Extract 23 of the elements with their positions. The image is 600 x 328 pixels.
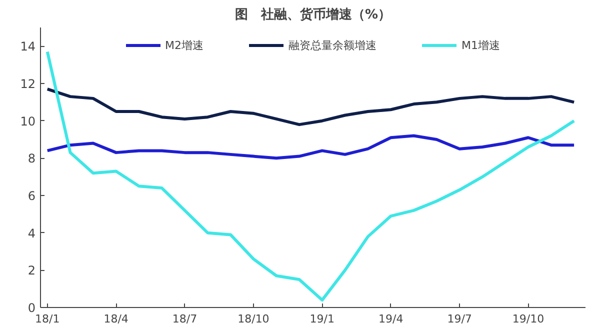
y-tick-label: 8 [28, 152, 36, 166]
y-tick-label: 12 [20, 77, 36, 91]
x-tick-label: 19/10 [512, 312, 544, 326]
line-series [46, 50, 576, 302]
y-tick-label: 10 [20, 114, 36, 128]
y-tick-label: 4 [28, 226, 36, 240]
chart-title: 图 社融、货币增速（%） [234, 6, 392, 22]
x-tick-label: 18/7 [172, 312, 198, 326]
line-series [46, 88, 576, 126]
y-tick-label: 2 [28, 264, 36, 278]
y-tick-label: 6 [28, 189, 36, 203]
x-tick-label: 18/1 [35, 312, 60, 326]
legend-label: 融资总量余额增速 [288, 38, 376, 52]
line-series [46, 134, 576, 160]
y-tick-label: 14 [20, 40, 36, 54]
x-tick-label: 19/7 [447, 312, 472, 326]
x-tick-label: 18/4 [104, 312, 128, 326]
legend-label: M2增速 [165, 38, 204, 52]
y-tick-label: 0 [28, 301, 36, 315]
x-tick-label: 19/1 [310, 312, 335, 326]
x-tick-label: 18/10 [238, 312, 270, 326]
x-tick-label: 19/4 [378, 312, 404, 326]
legend-label: M1增速 [462, 38, 500, 52]
